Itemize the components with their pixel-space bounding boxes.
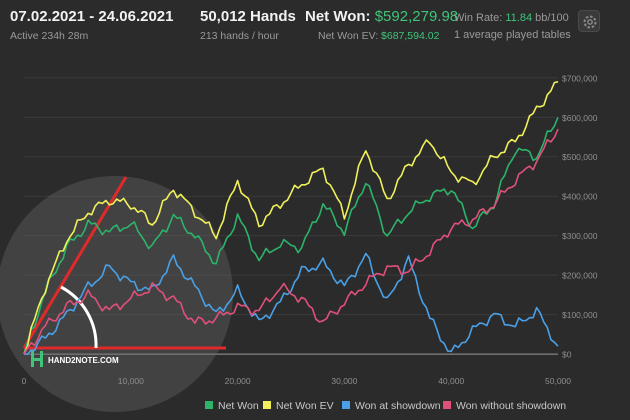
- y-axis-ticks: $0 $100,000 $200,000 $300,000 $400,000 $500,0…: [562, 73, 598, 359]
- x-tick-label: 50,000: [545, 376, 571, 386]
- net-won-ev-value: $687,594.02: [381, 30, 440, 42]
- legend-swatch-net-won: [205, 401, 213, 409]
- x-axis-ticks: 0 10,000 20,000 30,000 40,000 50,000: [22, 376, 572, 386]
- x-tick-label: 0: [22, 376, 27, 386]
- net-won-ev: Net Won EV: $687,594.02: [318, 30, 458, 42]
- x-tick-label: 30,000: [331, 376, 357, 386]
- y-tick-label: $100,000: [562, 310, 598, 320]
- net-won-block: Net Won: $592,279.98 Net Won EV: $687,59…: [305, 8, 458, 42]
- win-rate-value: 11.84: [505, 12, 533, 24]
- net-won: Net Won: $592,279.98: [305, 8, 458, 25]
- legend-label-net-won: Net Won: [218, 400, 259, 412]
- y-tick-label: $500,000: [562, 152, 598, 162]
- hand2note-logo-icon: [31, 351, 43, 367]
- y-tick-label: $600,000: [562, 113, 598, 123]
- legend-swatch-won-at-showdown: [342, 401, 350, 409]
- legend-swatch-net-won-ev: [263, 401, 271, 409]
- y-tick-label: $200,000: [562, 271, 598, 281]
- series-line-won-without-showdown: [23, 128, 559, 355]
- y-tick-label: $300,000: [562, 231, 598, 241]
- gear-icon: [583, 15, 597, 29]
- stats-header: 07.02.2021 - 24.06.2021 Active 234h 28m …: [0, 0, 630, 52]
- watermark-circle: [0, 176, 233, 412]
- active-time: Active 234h 28m: [10, 30, 89, 42]
- profit-chart: HAND2NOTE.COM 0 10,000 20,000 30,000 40,000 5…: [0, 73, 598, 412]
- legend-item-net-won-ev[interactable]: Net Won EV: [263, 400, 334, 412]
- y-tick-label: $700,000: [562, 73, 598, 83]
- chart-legend: Net Won Net Won EV Won at showdown Won w…: [0, 398, 630, 414]
- win-rate-unit: bb/100: [535, 12, 569, 24]
- hands-block: 50,012 Hands 213 hands / hour: [200, 8, 296, 42]
- win-rate: Win Rate: 11.84 bb/100: [454, 12, 571, 24]
- series-line-net-won-ev: [23, 80, 559, 355]
- date-block: 07.02.2021 - 24.06.2021 Active 234h 28m: [10, 8, 173, 42]
- watermark-angle-arc: [60, 285, 98, 349]
- series-line-won-at-showdown: [23, 252, 559, 356]
- y-tick-label: $400,000: [562, 192, 598, 202]
- legend-label-won-without-showdown: Won without showdown: [456, 400, 567, 412]
- legend-item-won-without-showdown[interactable]: Won without showdown: [443, 400, 566, 412]
- x-tick-label: 40,000: [438, 376, 464, 386]
- hands-per-hour: 213 hands / hour: [200, 30, 279, 42]
- legend-swatch-won-without-showdown: [443, 401, 451, 409]
- x-tick-label: 10,000: [118, 376, 144, 386]
- legend-label-net-won-ev: Net Won EV: [276, 400, 334, 412]
- y-tick-label: $0: [562, 350, 572, 360]
- legend-label-won-at-showdown: Won at showdown: [355, 400, 441, 412]
- x-tick-label: 20,000: [225, 376, 251, 386]
- tables-played: 1 average played tables: [454, 29, 571, 41]
- chart-series: [23, 80, 559, 356]
- settings-button[interactable]: [578, 10, 600, 32]
- date-range: 07.02.2021 - 24.06.2021: [10, 8, 174, 25]
- win-rate-label: Win Rate:: [454, 12, 503, 24]
- net-won-ev-label: Net Won EV:: [318, 30, 379, 42]
- hands-count: 50,012 Hands: [200, 8, 296, 25]
- net-won-value: $592,279.98: [374, 8, 459, 25]
- net-won-label: Net Won:: [305, 8, 371, 25]
- legend-item-net-won[interactable]: Net Won: [205, 400, 259, 412]
- watermark-brand-text: HAND2NOTE.COM: [48, 356, 119, 365]
- legend-item-won-at-showdown[interactable]: Won at showdown: [342, 400, 441, 412]
- hand2note-watermark: HAND2NOTE.COM: [0, 176, 233, 412]
- win-rate-block: Win Rate: 11.84 bb/100 1 average played …: [454, 12, 571, 41]
